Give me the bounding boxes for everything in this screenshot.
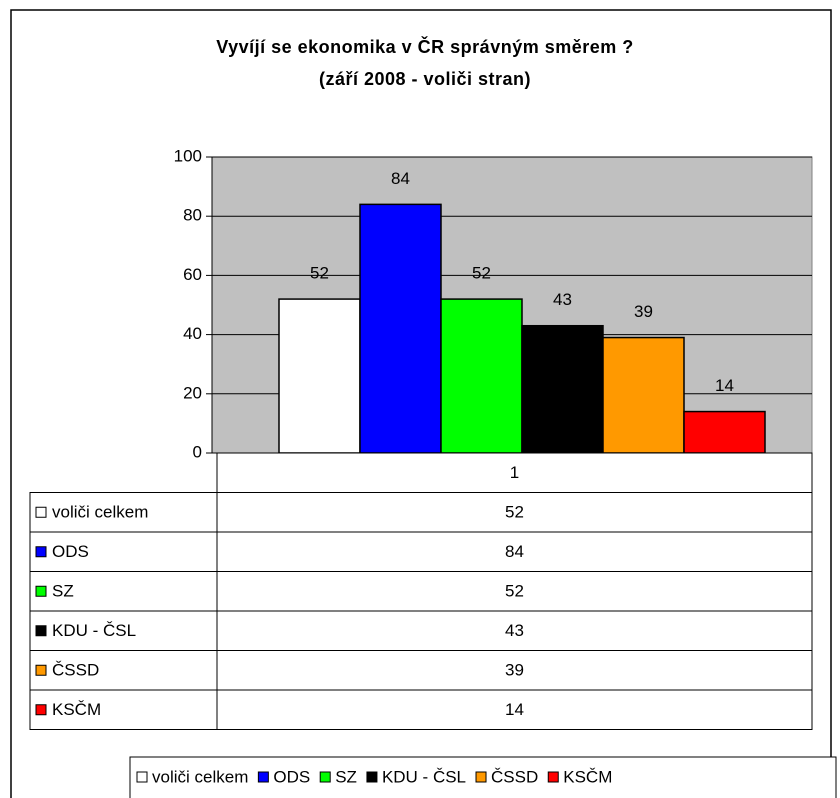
legend-key xyxy=(475,771,487,783)
bar xyxy=(278,298,361,454)
table-value: 52 xyxy=(505,503,524,522)
table-value: 84 xyxy=(505,542,524,561)
legend-key xyxy=(136,771,148,783)
table-value: 39 xyxy=(505,661,524,680)
bar xyxy=(440,298,523,454)
y-tick-label: 40 xyxy=(183,324,202,343)
legend-label: ČSSD xyxy=(491,767,538,786)
bar xyxy=(521,324,604,454)
y-tick-label: 20 xyxy=(183,383,202,402)
table-series-name: voliči celkem xyxy=(52,503,148,522)
chart-title: Vyvíjí se ekonomika v ČR správným směrem… xyxy=(216,36,634,57)
table-series-name: KSČM xyxy=(52,700,101,719)
table-row xyxy=(29,571,813,612)
table-series-name: SZ xyxy=(52,582,74,601)
legend-label: KDU - ČSL xyxy=(382,767,466,786)
data-label: 52 xyxy=(310,264,329,283)
legend-key xyxy=(547,771,559,783)
table-series-name: ČSSD xyxy=(52,661,99,680)
legend-label: voliči celkem xyxy=(152,767,248,786)
legend-key xyxy=(35,664,47,676)
table-row xyxy=(29,531,813,572)
table-row xyxy=(29,492,813,533)
legend-key xyxy=(366,771,378,783)
data-label: 39 xyxy=(634,302,653,321)
table-row xyxy=(29,689,813,730)
legend-key xyxy=(319,771,331,783)
data-label: 52 xyxy=(472,264,491,283)
bar xyxy=(359,203,442,454)
legend-key xyxy=(257,771,269,783)
data-label: 43 xyxy=(553,290,572,309)
data-label: 14 xyxy=(715,376,734,395)
y-tick-label: 60 xyxy=(183,265,202,284)
table-header-cell xyxy=(216,452,813,493)
legend-key xyxy=(35,585,47,597)
chart-subtitle: (září 2008 - voliči stran) xyxy=(319,69,531,89)
table-series-name: KDU - ČSL xyxy=(52,621,136,640)
table-row xyxy=(29,610,813,651)
bar xyxy=(602,336,685,454)
legend-label: SZ xyxy=(335,767,357,786)
table-series-name: ODS xyxy=(52,542,89,561)
table-row xyxy=(29,650,813,691)
legend-label: KSČM xyxy=(563,767,612,786)
legend-key xyxy=(35,704,47,716)
legend-key xyxy=(35,546,47,558)
x-tick-label: 1 xyxy=(510,463,519,482)
y-tick-label: 0 xyxy=(193,442,202,461)
table-value: 52 xyxy=(505,582,524,601)
legend-key xyxy=(35,625,47,637)
y-tick-label: 100 xyxy=(174,146,202,165)
table-value: 43 xyxy=(505,621,524,640)
legend-key xyxy=(35,506,47,518)
y-tick-label: 80 xyxy=(183,206,202,225)
table-value: 14 xyxy=(505,700,524,719)
bar xyxy=(683,410,766,454)
data-label: 84 xyxy=(391,169,410,188)
legend-label: ODS xyxy=(273,767,310,786)
